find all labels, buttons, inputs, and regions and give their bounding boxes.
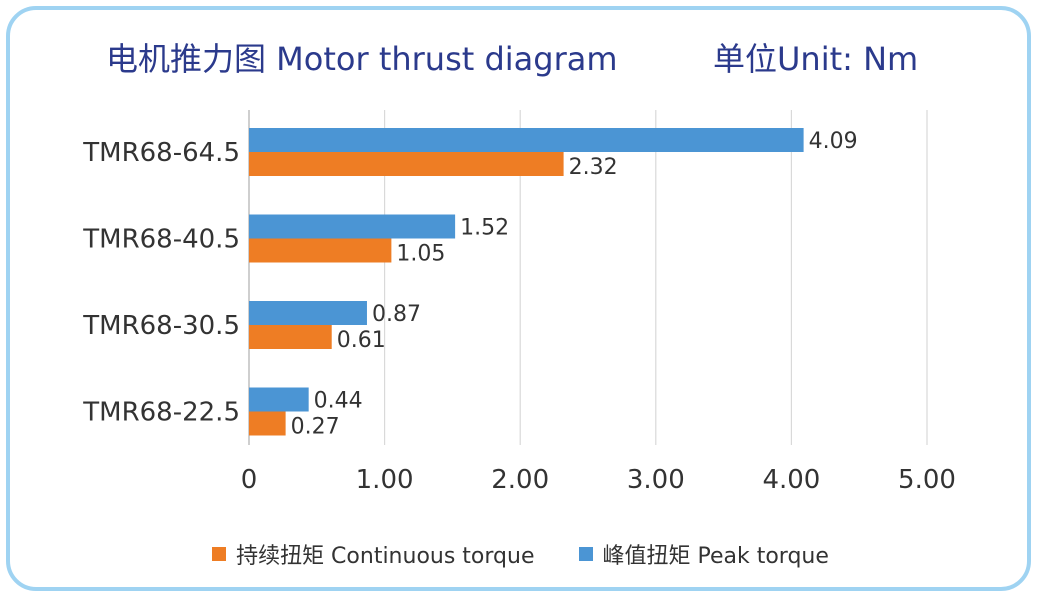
data-label-continuous: 2.32 [569,155,618,180]
bar-continuous [249,152,564,176]
x-tick-label: 3.00 [627,465,685,495]
legend-item-peak: 峰值扭矩 Peak torque [578,538,829,570]
legend-swatch-peak [578,547,593,561]
legend-swatch-continuous [212,547,227,561]
category-label: TMR68-40.5 [82,225,240,255]
chart-title: 电机推力图 Motor thrust diagram [106,40,618,78]
data-label-continuous: 1.05 [396,242,445,267]
data-label-continuous: 0.27 [291,415,340,440]
bar-continuous [249,238,392,263]
x-tick-label: 5.00 [898,465,956,495]
category-label: TMR68-30.5 [82,311,240,341]
unit-label: 单位Unit: Nm [713,40,919,78]
legend: 持续扭矩 Continuous torque 峰值扭矩 Peak torque [0,538,1041,570]
category-label: TMR68-64.5 [82,138,240,168]
data-label-peak: 1.52 [460,216,509,241]
data-label-continuous: 0.61 [337,328,386,353]
legend-label-peak: 峰值扭矩 Peak torque [602,544,829,569]
legend-label-continuous: 持续扭矩 Continuous torque [236,544,535,569]
bar-continuous [249,325,332,349]
x-tick-label: 4.00 [762,465,820,495]
data-label-peak: 4.09 [809,129,858,154]
bar-peak [249,214,456,239]
chart-frame [6,6,1031,591]
bar-continuous [249,411,286,436]
bar-peak [249,301,367,325]
x-tick-label: 0 [241,465,258,495]
x-tick-label: 1.00 [356,465,414,495]
bar-peak [249,128,804,152]
data-label-peak: 0.87 [372,302,421,327]
data-label-peak: 0.44 [314,389,363,414]
category-label: TMR68-22.5 [82,398,240,428]
x-tick-label: 2.00 [491,465,549,495]
bar-peak [249,387,309,412]
legend-item-continuous: 持续扭矩 Continuous torque [212,538,535,570]
